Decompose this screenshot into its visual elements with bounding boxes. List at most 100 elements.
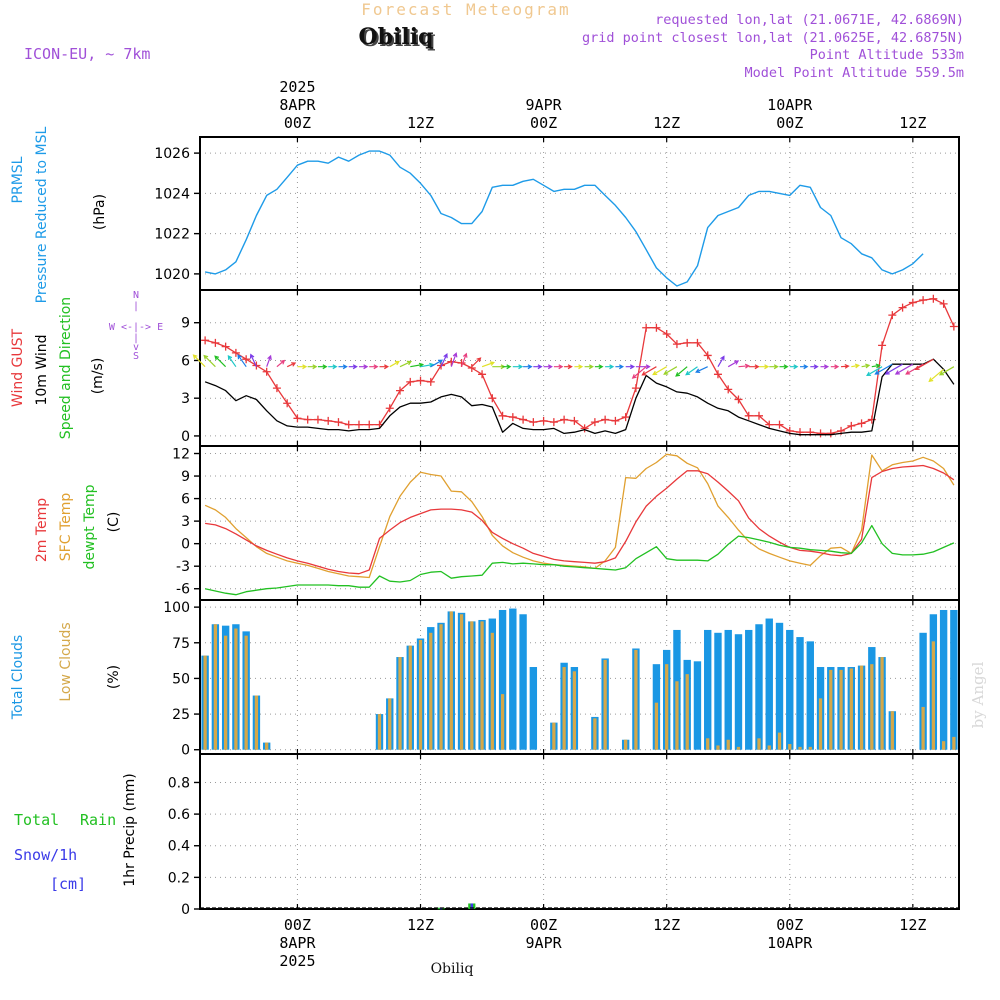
- wind-direction-arrow: [214, 355, 227, 368]
- pressure-label-msl: Pressure Reduced to MSL: [34, 126, 50, 303]
- wind-gust-marker: [662, 330, 671, 339]
- wind-direction-arrow: [605, 364, 615, 370]
- clouds-ytick-label: 0: [181, 743, 190, 759]
- pressure-panel: 1020 1022 1024 1026: [154, 136, 960, 291]
- compass-south: S: [133, 351, 139, 362]
- low-cloud-bar: [685, 674, 689, 750]
- pressure-ytick-label: 1020: [154, 267, 190, 283]
- wind-gust-marker: [242, 355, 251, 364]
- snow-bar: [470, 903, 474, 909]
- wind-direction-arrow: [276, 359, 286, 368]
- total-cloud-bar: [919, 632, 927, 750]
- wind-gust-marker: [396, 386, 405, 395]
- wind-direction-arrow: [359, 364, 369, 370]
- point-altitude: Point Altitude 533m: [810, 47, 964, 63]
- wind-gust-marker: [508, 413, 517, 422]
- clouds-ytick-label: 100: [163, 600, 190, 616]
- low-cloud-bar: [603, 659, 607, 750]
- requested-coords: requested lon,lat (21.0671E, 42.6869N): [655, 12, 964, 28]
- wind-direction-arrow: [203, 354, 216, 368]
- wind-gust-marker: [416, 376, 425, 385]
- wind-direction-arrow: [564, 364, 573, 370]
- precip-frame: [199, 753, 960, 910]
- wind-gust-marker: [949, 322, 958, 331]
- dewpt-label: dewpt Temp: [82, 484, 98, 569]
- low-cloud-bar: [449, 611, 453, 750]
- low-cloud-bar: [654, 702, 659, 750]
- wind-gust-marker: [601, 415, 610, 424]
- pressure-ytick-label: 1026: [154, 146, 190, 162]
- chart-panels: 1020 1022 1024 1026 0 3 6 9 -6 -3 0 3 6 9 12 0 25 50 75 100…: [154, 136, 960, 918]
- precip-labels: Total Rain Snow/1h [cm] 1hr Precip (mm): [14, 773, 138, 893]
- wind-gust-marker: [754, 411, 763, 420]
- low-cloud-bar: [593, 718, 597, 750]
- top-axis-label: 00Z: [284, 114, 311, 132]
- compass-rose-icon: N | W <-|-> E | v S: [109, 290, 163, 362]
- model-altitude: Model Point Altitude 559.5m: [745, 65, 964, 81]
- gridpoint-coords: grid point closest lon,lat (21.0625E, 42…: [582, 30, 964, 46]
- precip-ytick-label: 0.2: [168, 870, 190, 886]
- wind-direction-arrow: [625, 364, 636, 370]
- low-cloud-bar: [921, 706, 925, 750]
- wind-gust-marker: [570, 416, 579, 425]
- low-cloud-bar: [500, 694, 505, 750]
- rain-label-rain: Rain: [80, 811, 116, 829]
- sfc-temp-line: [204, 453, 955, 579]
- low-cloud-bar: [829, 669, 833, 750]
- bottom-axis-label: 12Z: [653, 916, 680, 934]
- low-cloud-bar: [675, 681, 679, 750]
- wind-direction-arrow: [594, 364, 604, 370]
- low-cloud-bar: [398, 657, 402, 750]
- bottom-axis-label: 00Z: [284, 916, 311, 934]
- prmsl-line: [204, 150, 924, 287]
- wind-gust-marker: [478, 370, 487, 379]
- wind-gust-marker: [590, 418, 599, 427]
- wind-direction-arrow: [914, 358, 934, 371]
- wind-direction-arrow: [502, 364, 512, 370]
- low-cloud-bar: [377, 714, 382, 750]
- wind-gust-marker: [365, 420, 374, 429]
- low-cloud-bar: [552, 722, 556, 750]
- wind-gust-marker: [898, 303, 907, 312]
- bottom-axis-label: 00Z: [530, 916, 557, 934]
- total-cloud-bar: [704, 629, 712, 750]
- low-cloud-bar: [808, 746, 812, 750]
- wind-direction-arrow: [905, 363, 924, 375]
- wind-direction-arrow: [830, 364, 840, 370]
- temp-labels: 2m Temp SFC Temp dewpt Temp (C): [34, 484, 122, 569]
- low-cloud-bar: [562, 667, 566, 750]
- bottom-axis-label: 8APR: [279, 934, 316, 952]
- low-cloud-bar: [716, 745, 720, 750]
- total-cloud-bar: [745, 629, 753, 750]
- low-cloud-bar: [757, 738, 761, 750]
- top-axis-label: 9APR: [526, 96, 563, 114]
- clouds-panel: 0 25 50 75 100: [163, 599, 960, 759]
- low-cloud-bar: [736, 746, 741, 750]
- compass-north-bar: |: [133, 301, 139, 312]
- pressure-ytick-label: 1024: [154, 186, 190, 202]
- wind-direction-arrow: [297, 364, 308, 370]
- station-shadow: Obiliq: [360, 26, 435, 52]
- wind-gust-marker: [652, 323, 661, 332]
- wind-gust-marker: [888, 311, 897, 320]
- wind-direction-arrow: [894, 363, 914, 375]
- wind-direction-arrow: [861, 363, 871, 369]
- wind-gust-marker: [724, 385, 733, 394]
- low-cloud-bar: [265, 742, 269, 750]
- wind-gust-marker: [621, 413, 630, 422]
- wind-direction-arrow: [574, 364, 584, 370]
- wind-gust-marker: [549, 418, 558, 427]
- precip-ytick-label: 0: [181, 902, 190, 918]
- low-cloud-bar: [388, 698, 392, 750]
- wind-direction-arrow: [871, 363, 881, 369]
- low-cloud-bar: [254, 695, 259, 750]
- clouds-ytick-label: 75: [172, 636, 190, 652]
- wind-direction-arrow: [430, 359, 444, 368]
- wind-direction-arrow: [695, 366, 708, 373]
- low-cloud-bar: [418, 639, 423, 750]
- sfc-temp-label: SFC Temp: [58, 493, 74, 562]
- compass-south-arrow: v: [133, 342, 139, 353]
- low-cloud-bar: [777, 732, 782, 750]
- wind-gust-marker: [344, 420, 353, 429]
- wind-direction-arrow: [884, 363, 903, 375]
